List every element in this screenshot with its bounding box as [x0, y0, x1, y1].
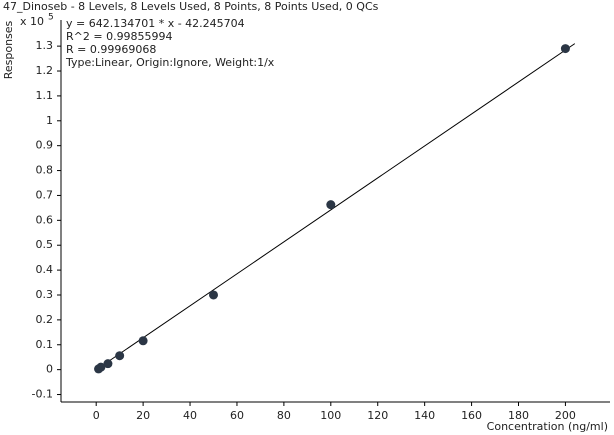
annotation: R = 0.99969068	[66, 43, 156, 56]
y-tick-label: 0.2	[36, 313, 54, 326]
data-point	[326, 200, 336, 210]
x-tick-label: 20	[136, 409, 150, 422]
y-tick-label: 0.6	[36, 213, 54, 226]
x-axis-label: Concentration (ng/ml)	[487, 420, 608, 433]
y-tick-label: 0.1	[36, 338, 54, 351]
data-point	[96, 362, 106, 372]
x-tick-label: 80	[277, 409, 291, 422]
x-tick-label: 60	[230, 409, 244, 422]
y-tick-label: 0.9	[36, 139, 54, 152]
y-axis-label: Responses	[2, 20, 15, 79]
data-point	[115, 351, 125, 361]
data-point	[138, 336, 148, 346]
annotation: Type:Linear, Origin:Ignore, Weight:1/x	[65, 56, 275, 69]
y-tick-label: 0.3	[36, 288, 54, 301]
y-tick-label: 0	[46, 363, 53, 376]
y-tick-label: -0.1	[32, 388, 53, 401]
x-tick-label: 100	[320, 409, 341, 422]
data-point	[103, 359, 113, 369]
x-tick-label: 140	[414, 409, 435, 422]
annotation: y = 642.134701 * x - 42.245704	[66, 17, 245, 30]
data-point	[209, 290, 218, 300]
fit-line	[95, 43, 576, 371]
y-scale-label: x 10	[20, 15, 44, 28]
x-tick-label: 160	[461, 409, 482, 422]
y-tick-label: 1.2	[36, 64, 54, 77]
y-scale-exponent: 5	[48, 13, 54, 23]
y-tick-label: 0.7	[36, 188, 54, 201]
data-point	[560, 44, 570, 54]
chart-title: 47_Dinoseb - 8 Levels, 8 Levels Used, 8 …	[3, 0, 379, 13]
annotation: R^2 = 0.99855994	[66, 30, 173, 43]
x-tick-label: 0	[93, 409, 100, 422]
y-tick-label: 0.4	[36, 263, 54, 276]
y-tick-label: 0.5	[36, 238, 54, 251]
y-tick-label: 0.8	[36, 164, 54, 177]
x-tick-label: 180	[508, 409, 529, 422]
x-tick-label: 200	[555, 409, 576, 422]
y-tick-label: 1	[46, 114, 53, 127]
x-tick-label: 40	[183, 409, 197, 422]
x-tick-label: 120	[367, 409, 388, 422]
y-tick-label: 1.3	[36, 39, 54, 52]
y-tick-label: 1.1	[36, 89, 54, 102]
